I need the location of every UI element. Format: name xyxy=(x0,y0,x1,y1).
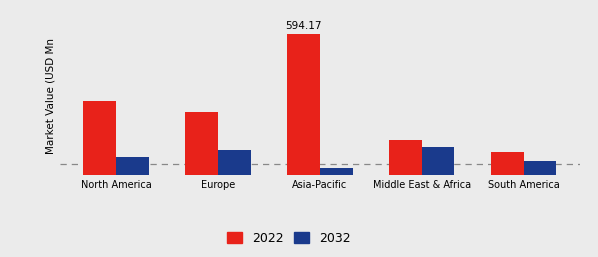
Bar xyxy=(218,150,251,175)
Text: 594.17: 594.17 xyxy=(285,21,322,31)
Bar xyxy=(389,140,422,175)
Bar xyxy=(116,157,149,175)
Y-axis label: Market Value (USD Mn: Market Value (USD Mn xyxy=(45,38,56,154)
Bar xyxy=(422,147,454,175)
Legend: 2022, 2032: 2022, 2032 xyxy=(222,227,355,250)
Bar xyxy=(185,112,218,175)
Bar xyxy=(84,101,116,175)
Bar xyxy=(320,168,353,175)
Bar xyxy=(287,34,320,175)
Bar xyxy=(491,152,524,175)
Bar xyxy=(524,161,556,175)
